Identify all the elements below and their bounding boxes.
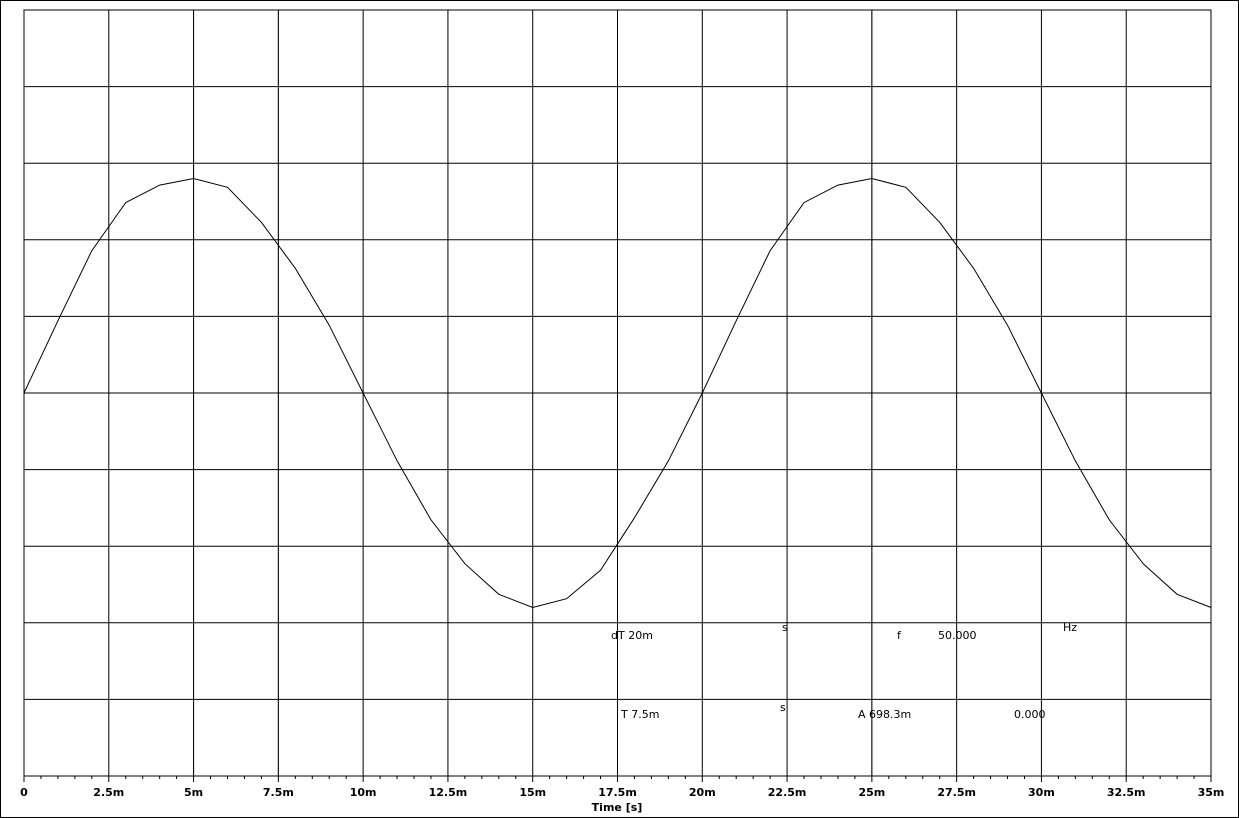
x-tick-label: 25m (858, 786, 885, 799)
readout: s (780, 701, 786, 714)
x-tick-label: 35m (1198, 786, 1225, 799)
x-tick-label: 22.5m (768, 786, 807, 799)
x-tick-label: 15m (519, 786, 546, 799)
x-tick-label: 32.5m (1107, 786, 1146, 799)
x-tick-label: 7.5m (263, 786, 294, 799)
x-axis-label: Time [s] (592, 801, 643, 814)
x-tick-label: 0 (20, 786, 28, 799)
readout: T 7.5m (620, 708, 659, 721)
readout: f (897, 629, 902, 642)
x-tick-label: 5m (184, 786, 203, 799)
x-tick-label: 17.5m (598, 786, 637, 799)
readout: dT 20m (611, 629, 653, 642)
waveform (23, 177, 1212, 609)
readout: A 698.3m (858, 708, 911, 721)
readout: s (782, 621, 788, 634)
readout: Hz (1063, 621, 1077, 634)
x-tick-label: 30m (1028, 786, 1055, 799)
x-tick-label: 27.5m (937, 786, 976, 799)
readout: 0.000 (1014, 708, 1046, 721)
x-tick-label: 20m (689, 786, 716, 799)
x-tick-label: 2.5m (93, 786, 124, 799)
x-tick-label: 10m (350, 786, 377, 799)
readout: 50.000 (938, 629, 977, 642)
x-tick-label: 12.5m (429, 786, 468, 799)
